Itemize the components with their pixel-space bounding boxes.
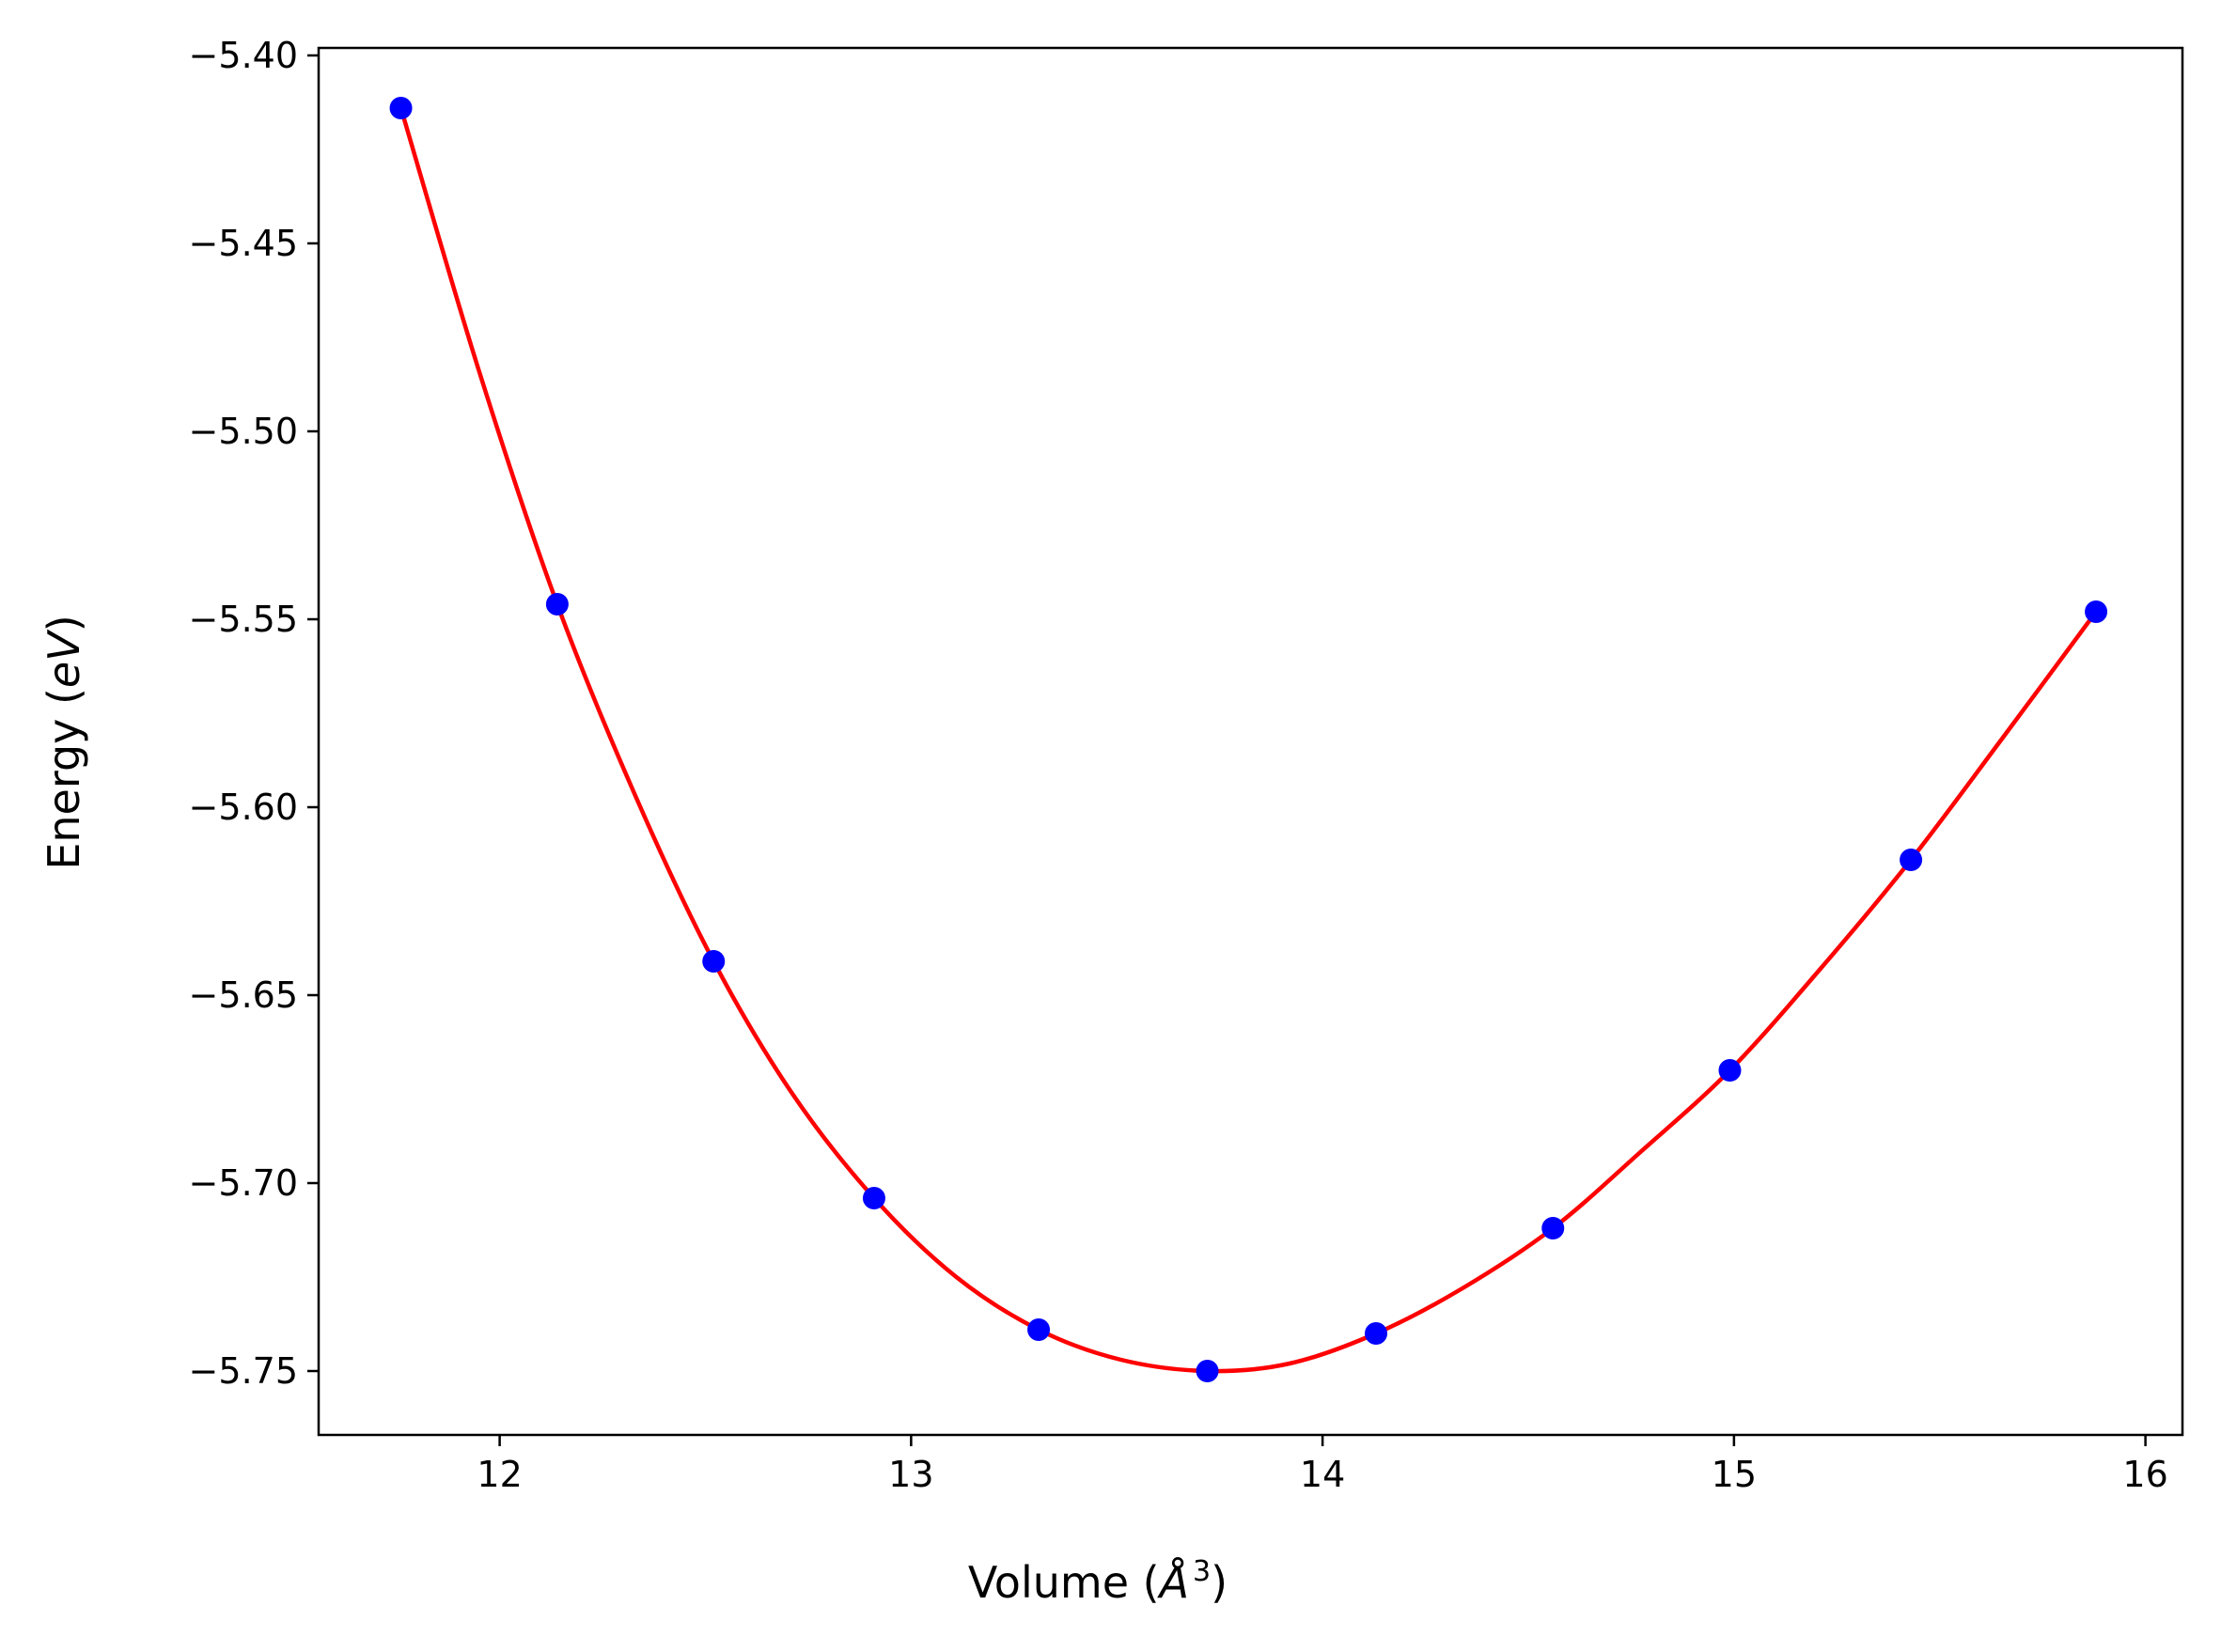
x-tick-label: 13	[888, 1454, 933, 1495]
data-point	[1541, 1217, 1565, 1239]
y-axis-label-unit: eV	[39, 629, 89, 688]
plot-area	[389, 97, 2108, 1382]
data-point	[862, 1187, 885, 1209]
data-point	[2085, 600, 2108, 623]
x-axis-ticks: 12 13 14 15 16	[477, 1435, 2168, 1495]
y-axis-ticks: −5.40 −5.45 −5.50 −5.55 −5.60 −5.65 −5.70 −5.75	[189, 35, 319, 1392]
x-axis-label-text: Volume (	[968, 1557, 1160, 1608]
data-point	[1718, 1059, 1742, 1082]
data-point	[1027, 1318, 1051, 1341]
y-axis-label: Energy (eV)	[39, 615, 89, 869]
x-axis-label: Volume (Å 3)	[968, 1555, 1228, 1608]
x-tick-label: 12	[477, 1454, 522, 1495]
y-tick-label: −5.65	[189, 974, 298, 1016]
y-tick-label: −5.45	[189, 223, 298, 264]
x-tick-label: 15	[1712, 1454, 1757, 1495]
x-axis-label-exponent: 3	[1193, 1555, 1211, 1588]
data-point	[1196, 1360, 1219, 1382]
y-tick-label: −5.55	[189, 599, 298, 640]
fit-curve-line	[399, 107, 2098, 1374]
y-tick-label: −5.70	[189, 1162, 298, 1204]
data-point	[1365, 1322, 1388, 1345]
data-point	[389, 97, 413, 119]
y-axis-label-close: )	[39, 615, 89, 631]
y-tick-label: −5.40	[189, 35, 298, 76]
data-point	[702, 950, 726, 973]
y-tick-label: −5.75	[189, 1350, 298, 1392]
x-axis-label-close: )	[1211, 1557, 1228, 1608]
x-tick-label: 14	[1300, 1454, 1345, 1495]
x-axis-label-angstrom: Å	[1157, 1557, 1189, 1608]
y-axis-label-text: Energy (	[39, 688, 89, 870]
x-tick-label: 16	[2122, 1454, 2167, 1495]
data-point	[1900, 849, 1923, 871]
y-tick-label: −5.60	[189, 787, 298, 828]
data-point	[545, 593, 569, 616]
axes-frame	[317, 46, 2184, 1437]
y-tick-label: −5.50	[189, 411, 298, 452]
